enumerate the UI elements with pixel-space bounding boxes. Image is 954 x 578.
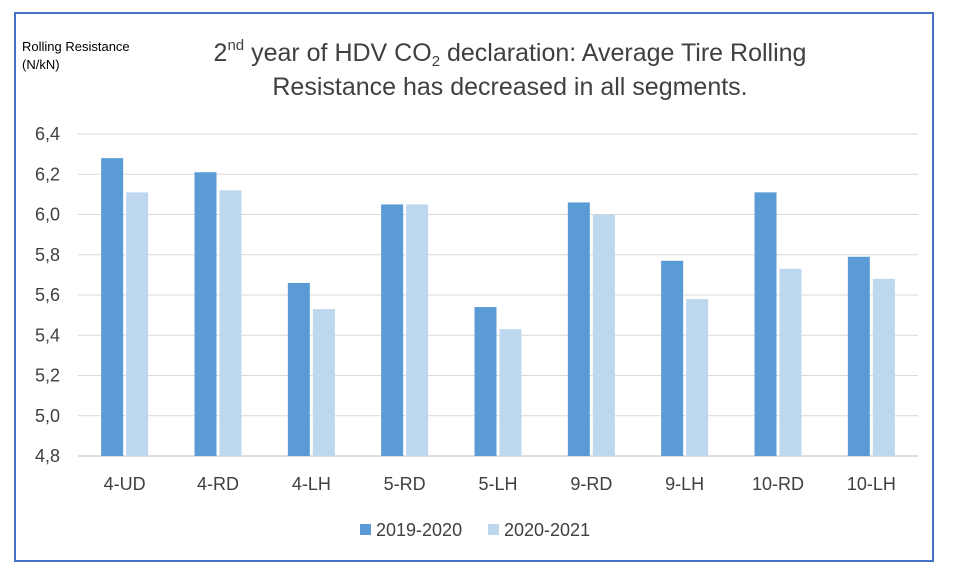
bar-2019-2020-5-LH xyxy=(474,307,497,456)
bar-2020-2021-4-UD xyxy=(126,192,149,457)
chart-title: 2nd year of HDV CO2 declaration: Average… xyxy=(150,36,870,104)
bar-2020-2021-5-LH xyxy=(499,329,522,456)
chart-title-line1: 2nd year of HDV CO2 declaration: Average… xyxy=(150,36,870,70)
bar-2020-2021-9-LH xyxy=(686,299,709,456)
y-tick-label: 6,4 xyxy=(35,124,60,144)
x-tick-label: 10-LH xyxy=(847,474,896,494)
y-tick-label: 5,2 xyxy=(35,366,60,386)
bar-2019-2020-5-RD xyxy=(381,204,404,456)
legend-label: 2019-2020 xyxy=(376,520,462,540)
bar-2019-2020-4-LH xyxy=(287,282,310,456)
y-tick-label: 6,0 xyxy=(35,205,60,225)
y-tick-label: 6,2 xyxy=(35,164,60,184)
y-tick-label: 5,4 xyxy=(35,325,60,345)
bar-2019-2020-10-RD xyxy=(754,192,777,457)
bar-2020-2021-5-RD xyxy=(406,204,429,456)
bars xyxy=(101,158,895,457)
y-tick-label: 5,0 xyxy=(35,406,60,426)
x-tick-label: 4-RD xyxy=(197,474,239,494)
bar-2019-2020-4-RD xyxy=(194,172,217,457)
title-part-sup: nd xyxy=(227,37,245,54)
legend-swatch xyxy=(488,524,499,535)
legend-label: 2020-2021 xyxy=(504,520,590,540)
x-tick-label: 5-LH xyxy=(478,474,517,494)
bar-2019-2020-10-LH xyxy=(847,256,870,456)
bar-2020-2021-9-RD xyxy=(592,214,615,456)
legend-swatch xyxy=(360,524,371,535)
x-axis-ticks: 4-UD 4-RD 4-LH 5-RD 5-LH 9-RD 9-LH 10-RD 10-LH xyxy=(104,474,896,494)
x-tick-label: 4-UD xyxy=(104,474,146,494)
gridlines xyxy=(78,133,918,457)
y-axis-label-line2: (N/kN) xyxy=(22,57,60,72)
bar-2020-2021-10-RD xyxy=(779,268,802,456)
y-axis-label-line1: Rolling Resistance xyxy=(22,39,130,54)
x-tick-label: 9-RD xyxy=(570,474,612,494)
x-tick-label: 4-LH xyxy=(292,474,331,494)
y-axis-label: Rolling Resistance (N/kN) xyxy=(22,38,130,74)
y-tick-label: 5,8 xyxy=(35,245,60,265)
bar-2019-2020-9-LH xyxy=(661,260,684,456)
x-tick-label: 9-LH xyxy=(665,474,704,494)
title-part-post: declaration: Average Tire Rolling xyxy=(440,39,807,67)
x-tick-label: 5-RD xyxy=(384,474,426,494)
title-part-mid: year of HDV CO xyxy=(244,39,432,67)
title-part-sub: 2 xyxy=(431,53,441,70)
y-axis-ticks: 4,8 5,0 5,2 5,4 5,6 5,8 6,0 6,2 6,4 xyxy=(35,124,60,466)
y-tick-label: 4,8 xyxy=(35,446,60,466)
bar-2020-2021-10-LH xyxy=(872,278,895,456)
legend: 2019-2020 2020-2021 xyxy=(360,520,590,540)
x-tick-label: 10-RD xyxy=(752,474,804,494)
chart-title-line2: Resistance has decreased in all segments… xyxy=(272,73,748,101)
bar-2019-2020-4-UD xyxy=(101,158,124,456)
bar-2020-2021-4-RD xyxy=(219,190,242,456)
y-tick-label: 5,6 xyxy=(35,285,60,305)
bar-2020-2021-4-LH xyxy=(312,309,335,456)
bar-2019-2020-9-RD xyxy=(567,202,590,456)
title-part-pre: 2 xyxy=(213,39,228,67)
